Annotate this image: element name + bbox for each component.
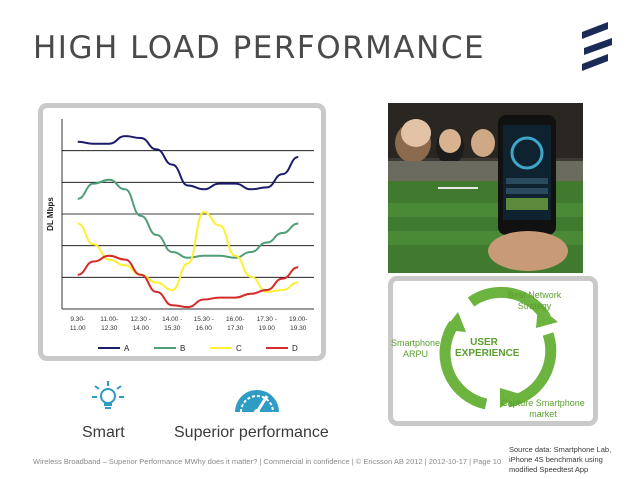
speedometer-icon xyxy=(235,390,279,415)
cycle-panel xyxy=(388,276,598,426)
x-tick-label: 15.30 -16.00 xyxy=(194,316,214,332)
series-line-D xyxy=(77,254,299,309)
x-tick-label: 11.00-12.30 xyxy=(100,316,118,332)
page-title: HIGH LOAD PERFORMANCE xyxy=(33,30,486,66)
legend-label-B: B xyxy=(180,344,185,353)
legend-label-C: C xyxy=(236,344,242,353)
legend-label-A: A xyxy=(124,344,130,353)
x-tick-label: 14.00 -15.30 xyxy=(162,316,182,332)
chart-panel xyxy=(38,103,326,361)
source-note: Source data: Smartphone Lab, iPhone 4S b… xyxy=(509,445,612,474)
cycle-center-label: USER EXPERIENCE xyxy=(455,337,520,359)
performance-label: Superior performance xyxy=(174,424,329,441)
smart-label: Smart xyxy=(82,424,125,441)
series-line-B xyxy=(77,178,299,259)
x-tick-label: 19.00-19.30 xyxy=(289,316,307,332)
line-chart: DL Mbps 9.30-11.00 11.00-12.30 12.30 -14.00… xyxy=(46,119,314,353)
x-tick-label: 16.00-17.30 xyxy=(226,316,244,332)
series-line-A xyxy=(77,135,299,191)
x-tick-label: 9.30-11.00 xyxy=(70,316,86,332)
cycle-left-label: Smartphone ARPU xyxy=(390,338,441,359)
footer-text: Wireless Broadband – Superior Performanc… xyxy=(33,457,502,466)
legend-label-D: D xyxy=(292,344,298,353)
lightbulb-icon xyxy=(92,381,124,409)
series-line-C xyxy=(77,211,299,293)
cycle-diagram xyxy=(439,286,558,410)
x-tick-label: 12.30 -14.00 xyxy=(131,316,151,332)
y-axis-label: DL Mbps xyxy=(46,197,55,231)
cycle-top-label: Best Network Strategy xyxy=(507,290,562,311)
ericsson-logo xyxy=(582,22,612,71)
x-tick-label: 17.30 -19.00 xyxy=(257,316,277,332)
stadium-smartphone-photo xyxy=(388,103,583,273)
cycle-bottom-label: Capture Smartphone market xyxy=(501,398,585,419)
